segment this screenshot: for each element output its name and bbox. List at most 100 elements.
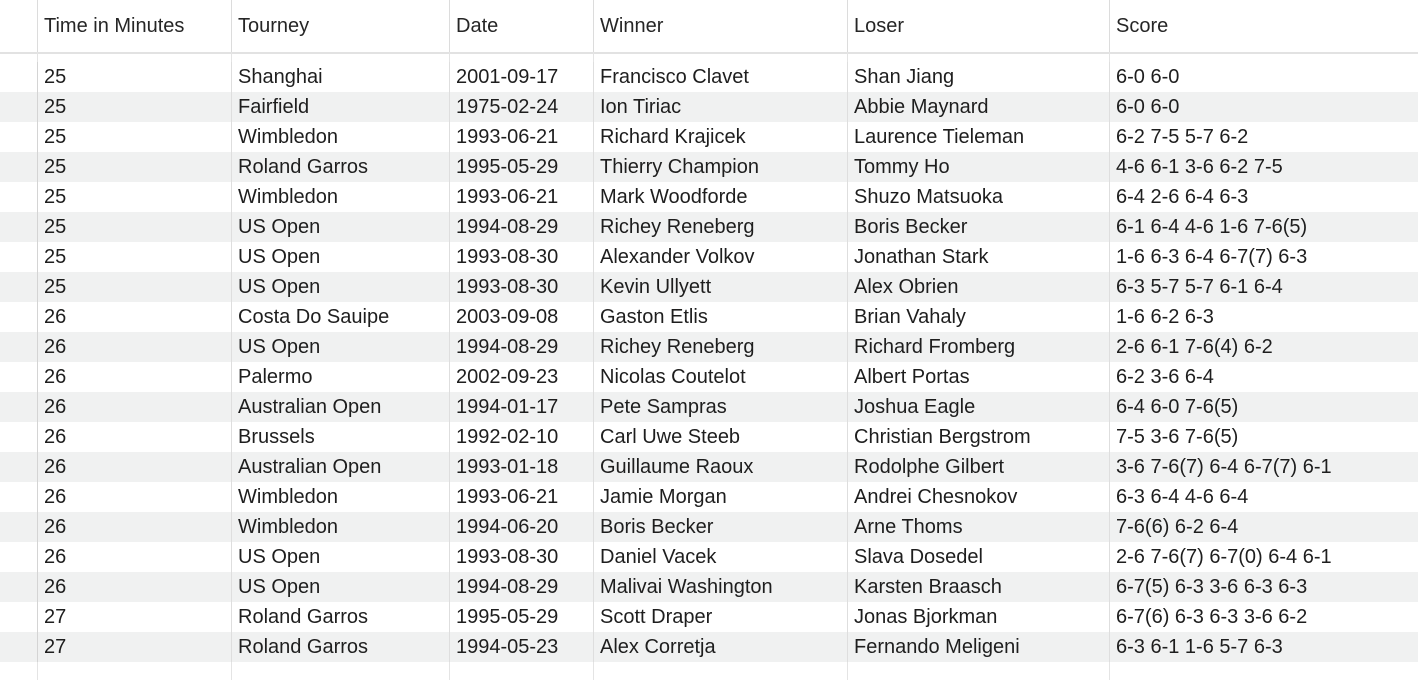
table-row[interactable]: 26 US Open 1994-08-29 Malivai Washington Kar… xyxy=(0,572,1418,602)
row-gutter[interactable] xyxy=(0,632,37,662)
cell-time-in-minutes[interactable]: 27 xyxy=(37,602,231,632)
cell-loser[interactable]: Fernando Meligeni xyxy=(847,632,1109,662)
column-header-date[interactable]: Date xyxy=(449,0,593,52)
cell-score[interactable]: 7-5 3-6 7-6(5) xyxy=(1109,422,1418,452)
cell-loser[interactable]: Slava Dosedel xyxy=(847,542,1109,572)
cell-time-in-minutes[interactable]: 26 xyxy=(37,362,231,392)
table-row[interactable]: 25 Roland Garros 1995-05-29 Thierry Champio… xyxy=(0,152,1418,182)
row-gutter[interactable] xyxy=(0,392,37,422)
table-row[interactable]: 25 Shanghai 2001-09-17 Francisco Clavet Shan… xyxy=(0,62,1418,92)
table-row[interactable]: 25 US Open 1993-08-30 Alexander Volkov Jonat… xyxy=(0,242,1418,272)
cell-date[interactable]: 1993-08-30 xyxy=(449,272,593,302)
cell-tourney[interactable]: Australian Open xyxy=(231,392,449,422)
table-row[interactable]: 25 US Open 1994-08-29 Richey Reneberg Boris … xyxy=(0,212,1418,242)
cell-tourney[interactable]: US Open xyxy=(231,542,449,572)
cell-date[interactable]: 1993-06-21 xyxy=(449,182,593,212)
cell-loser[interactable]: Andrei Chesnokov xyxy=(847,482,1109,512)
cell-time-in-minutes[interactable]: 25 xyxy=(37,242,231,272)
cell-date[interactable]: 1975-02-24 xyxy=(449,92,593,122)
cell-loser[interactable]: Shuzo Matsuoka xyxy=(847,182,1109,212)
cell-winner[interactable]: Guillaume Raoux xyxy=(593,452,847,482)
row-gutter[interactable] xyxy=(0,482,37,512)
row-gutter[interactable] xyxy=(0,242,37,272)
cell-date[interactable]: 1994-08-29 xyxy=(449,332,593,362)
cell-time-in-minutes[interactable]: 25 xyxy=(37,62,231,92)
cell-score[interactable]: 1-6 6-3 6-4 6-7(7) 6-3 xyxy=(1109,242,1418,272)
cell-score[interactable]: 6-2 3-6 6-4 xyxy=(1109,362,1418,392)
cell-tourney[interactable]: Roland Garros xyxy=(231,602,449,632)
cell-time-in-minutes[interactable]: 26 xyxy=(37,452,231,482)
cell-time-in-minutes[interactable]: 26 xyxy=(37,542,231,572)
cell-winner[interactable]: Mark Woodforde xyxy=(593,182,847,212)
cell-time-in-minutes[interactable]: 25 xyxy=(37,92,231,122)
table-row[interactable]: 26 US Open 1993-08-30 Daniel Vacek Slava Dos… xyxy=(0,542,1418,572)
cell-tourney[interactable]: US Open xyxy=(231,272,449,302)
table-row[interactable]: 27 Roland Garros 1994-05-23 Alex Corretja Fe… xyxy=(0,632,1418,662)
cell-date[interactable]: 1994-06-20 xyxy=(449,512,593,542)
row-gutter[interactable] xyxy=(0,92,37,122)
cell-loser[interactable]: Richard Fromberg xyxy=(847,332,1109,362)
cell-date[interactable]: 1994-08-29 xyxy=(449,212,593,242)
cell-loser[interactable]: Alex Obrien xyxy=(847,272,1109,302)
cell-date[interactable]: 1995-05-29 xyxy=(449,602,593,632)
cell-winner[interactable]: Daniel Vacek xyxy=(593,542,847,572)
cell-winner[interactable]: Scott Draper xyxy=(593,602,847,632)
column-header-loser[interactable]: Loser xyxy=(847,0,1109,52)
row-gutter[interactable] xyxy=(0,182,37,212)
table-row[interactable]: 26 US Open 1994-08-29 Richey Reneberg Richar… xyxy=(0,332,1418,362)
cell-time-in-minutes[interactable]: 26 xyxy=(37,302,231,332)
cell-time-in-minutes[interactable]: 25 xyxy=(37,152,231,182)
cell-tourney[interactable]: Wimbledon xyxy=(231,182,449,212)
cell-winner[interactable]: Jamie Morgan xyxy=(593,482,847,512)
row-gutter[interactable] xyxy=(0,572,37,602)
cell-time-in-minutes[interactable]: 26 xyxy=(37,332,231,362)
cell-tourney[interactable]: Wimbledon xyxy=(231,512,449,542)
table-row[interactable]: 26 Palermo 2002-09-23 Nicolas Coutelot Alber… xyxy=(0,362,1418,392)
cell-score[interactable]: 6-4 6-0 7-6(5) xyxy=(1109,392,1418,422)
cell-date[interactable]: 1995-05-29 xyxy=(449,152,593,182)
row-gutter[interactable] xyxy=(0,542,37,572)
table-row[interactable]: 25 US Open 1993-08-30 Kevin Ullyett Alex Obr… xyxy=(0,272,1418,302)
cell-winner[interactable]: Alex Corretja xyxy=(593,632,847,662)
cell-loser[interactable]: Christian Bergstrom xyxy=(847,422,1109,452)
cell-tourney[interactable]: Shanghai xyxy=(231,62,449,92)
cell-winner[interactable]: Malivai Washington xyxy=(593,572,847,602)
cell-date[interactable]: 2002-09-23 xyxy=(449,362,593,392)
table-row[interactable]: 26 Costa Do Sauipe 2003-09-08 Gaston Etlis B… xyxy=(0,302,1418,332)
table-row[interactable]: 26 Wimbledon 1994-06-20 Boris Becker Arne Th… xyxy=(0,512,1418,542)
cell-time-in-minutes[interactable]: 25 xyxy=(37,212,231,242)
cell-tourney[interactable]: US Open xyxy=(231,572,449,602)
row-gutter[interactable] xyxy=(0,62,37,92)
cell-loser[interactable]: Arne Thoms xyxy=(847,512,1109,542)
cell-date[interactable]: 1992-02-10 xyxy=(449,422,593,452)
table-row[interactable]: 27 Roland Garros 1995-05-29 Scott Draper Jon… xyxy=(0,602,1418,632)
cell-tourney[interactable]: Roland Garros xyxy=(231,152,449,182)
cell-date[interactable]: 1994-08-29 xyxy=(449,572,593,602)
cell-date[interactable]: 1993-08-30 xyxy=(449,542,593,572)
cell-time-in-minutes[interactable]: 26 xyxy=(37,422,231,452)
cell-time-in-minutes[interactable]: 27 xyxy=(37,632,231,662)
cell-loser[interactable]: Laurence Tieleman xyxy=(847,122,1109,152)
cell-loser[interactable]: Tommy Ho xyxy=(847,152,1109,182)
cell-loser[interactable]: Abbie Maynard xyxy=(847,92,1109,122)
row-gutter[interactable] xyxy=(0,512,37,542)
cell-score[interactable]: 6-3 5-7 5-7 6-1 6-4 xyxy=(1109,272,1418,302)
cell-score[interactable]: 6-3 6-1 1-6 5-7 6-3 xyxy=(1109,632,1418,662)
cell-tourney[interactable]: Wimbledon xyxy=(231,122,449,152)
cell-tourney[interactable]: US Open xyxy=(231,212,449,242)
cell-time-in-minutes[interactable]: 25 xyxy=(37,182,231,212)
cell-date[interactable]: 1994-05-23 xyxy=(449,632,593,662)
row-gutter[interactable] xyxy=(0,212,37,242)
cell-tourney[interactable]: Costa Do Sauipe xyxy=(231,302,449,332)
cell-winner[interactable]: Richard Krajicek xyxy=(593,122,847,152)
cell-winner[interactable]: Richey Reneberg xyxy=(593,212,847,242)
cell-loser[interactable]: Brian Vahaly xyxy=(847,302,1109,332)
cell-loser[interactable]: Jonathan Stark xyxy=(847,242,1109,272)
cell-score[interactable]: 3-6 7-6(7) 6-4 6-7(7) 6-1 xyxy=(1109,452,1418,482)
row-gutter[interactable] xyxy=(0,332,37,362)
cell-score[interactable]: 6-0 6-0 xyxy=(1109,62,1418,92)
cell-date[interactable]: 2003-09-08 xyxy=(449,302,593,332)
cell-date[interactable]: 1993-01-18 xyxy=(449,452,593,482)
cell-winner[interactable]: Boris Becker xyxy=(593,512,847,542)
cell-score[interactable]: 6-1 6-4 4-6 1-6 7-6(5) xyxy=(1109,212,1418,242)
